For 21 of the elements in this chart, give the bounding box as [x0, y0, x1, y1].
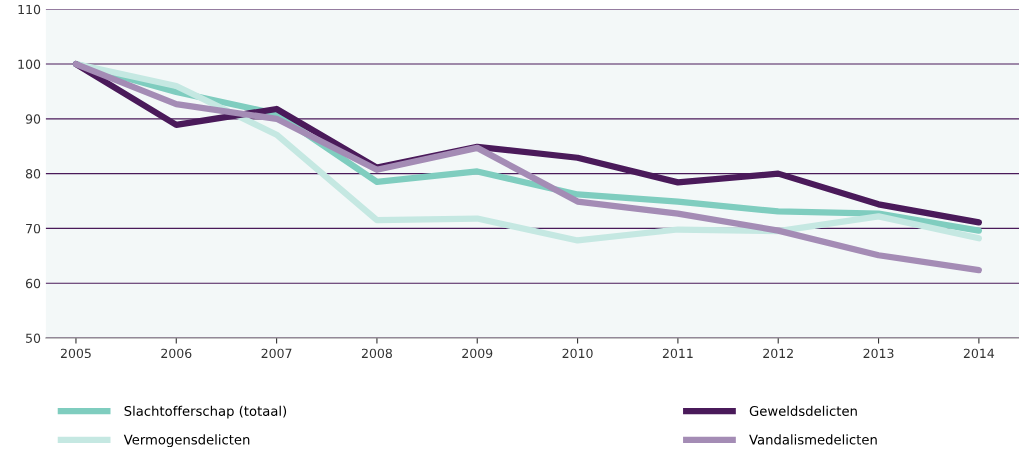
y-tick-label: 60 [25, 278, 41, 289]
x-tick-label: 2011 [662, 348, 693, 359]
legend-label: Slachtofferschap (totaal) [124, 405, 287, 419]
legend-label: Vermogensdelicten [123, 434, 250, 448]
y-tick-label: 80 [25, 169, 41, 179]
x-tick-label: 2006 [161, 348, 192, 359]
x-tick-label: 2009 [462, 348, 493, 359]
y-tick-label: 110 [18, 4, 41, 15]
x-tick-label: 2010 [562, 348, 593, 359]
y-tick-label: 90 [25, 114, 41, 124]
y-tick-label: 70 [26, 223, 41, 234]
x-tick-label: 2012 [763, 348, 793, 359]
x-tick-label: 2005 [60, 348, 91, 359]
x-tick-label: 2007 [261, 348, 292, 359]
legend-label: Vandalismedelicten [749, 434, 877, 445]
y-tick-label: 50 [26, 333, 41, 343]
x-tick-label: 2013 [863, 348, 894, 359]
y-tick-label: 100 [18, 59, 41, 69]
x-tick-label: 2014 [963, 348, 995, 359]
legend-label: Geweldsdelicten [749, 405, 857, 416]
x-tick-label: 2008 [361, 348, 392, 359]
